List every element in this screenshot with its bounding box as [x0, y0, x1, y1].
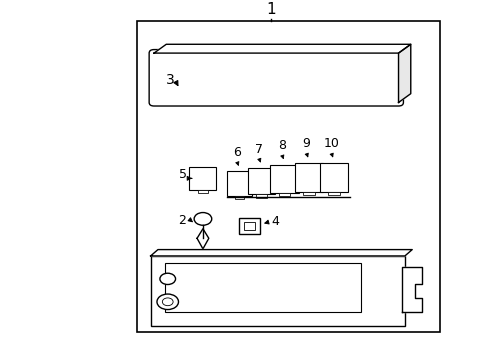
- Bar: [327, 192, 339, 195]
- FancyBboxPatch shape: [149, 50, 403, 106]
- Circle shape: [157, 294, 178, 310]
- Text: 8: 8: [278, 139, 285, 152]
- Text: 10: 10: [323, 138, 339, 150]
- Polygon shape: [398, 44, 410, 103]
- Bar: [238, 218, 260, 234]
- Bar: [227, 171, 251, 196]
- Text: 5: 5: [179, 168, 187, 181]
- Polygon shape: [154, 44, 410, 53]
- Text: 1: 1: [266, 2, 276, 17]
- Circle shape: [160, 273, 175, 284]
- Circle shape: [162, 298, 173, 306]
- Text: 3: 3: [165, 73, 174, 86]
- Text: 2: 2: [178, 214, 185, 227]
- Text: 7: 7: [255, 143, 263, 156]
- Bar: [150, 256, 404, 327]
- Text: 4: 4: [271, 215, 279, 228]
- Bar: [278, 193, 290, 196]
- Bar: [303, 192, 314, 195]
- Bar: [270, 165, 298, 193]
- Bar: [294, 163, 323, 192]
- Bar: [319, 163, 347, 192]
- Bar: [197, 190, 208, 193]
- Circle shape: [194, 212, 211, 225]
- Text: 6: 6: [233, 146, 241, 159]
- Polygon shape: [402, 266, 421, 312]
- Bar: [165, 263, 360, 312]
- Bar: [234, 196, 244, 199]
- Bar: [189, 167, 216, 190]
- Bar: [243, 222, 255, 230]
- Bar: [248, 168, 274, 194]
- Polygon shape: [150, 249, 411, 256]
- Text: 9: 9: [302, 138, 310, 150]
- Bar: [256, 194, 266, 198]
- Bar: [137, 21, 439, 332]
